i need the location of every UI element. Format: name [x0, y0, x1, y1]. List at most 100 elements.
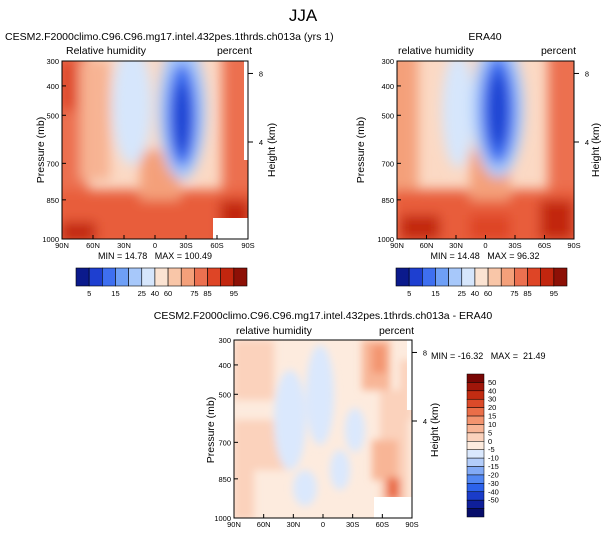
panel-model-colorbar-swatch: [180, 267, 195, 287]
panel-obs-ytick-label: 850: [381, 196, 394, 205]
panel-model-colorbar-swatch: [141, 267, 156, 287]
panel-diff-xtick-label: 90N: [227, 520, 241, 529]
panel-model-xtick-label: 60N: [86, 241, 100, 250]
panel-model-colorbar-swatch: [194, 267, 208, 287]
panel-obs-colorbar-swatch: [395, 267, 410, 287]
panel-model-colorbar-label: 60: [164, 289, 172, 298]
panel-diff-xtick-label: 0: [321, 520, 325, 529]
panel-diff-colorbar-swatch: [466, 466, 485, 476]
panel-obs-colorbar: 5 15 25 40 60 75 85 95: [395, 267, 568, 298]
panel-model: CESM2.F2000climo.C96.C96.mg17.intel.432p…: [5, 31, 334, 298]
panel-model-colorbar-label: 40: [151, 289, 159, 298]
page-title: JJA: [289, 6, 318, 25]
panel-diff-colorbar-swatch: [466, 457, 485, 467]
panel-diff-xtick-label: 30S: [346, 520, 359, 529]
panel-obs-colorbar-swatch: [461, 267, 476, 287]
panel-obs-ylabel: Pressure (mb): [355, 117, 367, 184]
panel-diff-xtick-label: 90S: [405, 520, 418, 529]
panel-diff-colorbar-swatch: [466, 474, 485, 484]
panel-model-y2label: Height (km): [266, 123, 278, 177]
panel-obs-colorbar-swatch: [500, 267, 515, 287]
panel-model-colorbar-label: 85: [203, 289, 211, 298]
panel-obs-colorbar-swatch: [474, 267, 489, 287]
panel-model-xtick-label: 0: [153, 241, 157, 250]
panel-model-colorbar-label: 75: [190, 289, 198, 298]
panel-model-ylabel: Pressure (mb): [35, 117, 47, 184]
panel-diff-colorbar-label: -30: [488, 479, 499, 488]
panel-diff-colorbar-label: 30: [488, 395, 496, 404]
panel-obs-xtick-label: 90N: [390, 241, 404, 250]
panel-model-colorbar-swatch: [154, 267, 169, 287]
panel-model-colorbar-label: 95: [230, 289, 238, 298]
panel-diff-colorbar-label: 5: [488, 428, 492, 437]
panel-diff-colorbar-swatch: [466, 390, 485, 400]
panel-obs-colorbar-swatch: [448, 267, 463, 287]
panel-model-colorbar: 5 15 25 40 60 75 85 95: [75, 267, 248, 298]
panel-diff-colorbar-swatch: [466, 491, 485, 501]
panel-diff-colorbar-swatch: [466, 373, 485, 383]
panel-diff-xtick-label: 60N: [257, 520, 271, 529]
panel-obs-colorbar-swatch: [553, 267, 568, 287]
panel-diff-colorbar-label: -5: [488, 445, 495, 454]
panel-model-colorbar-label: 15: [111, 289, 119, 298]
panel-diff-colorbar-swatch: [466, 432, 485, 442]
panel-model-colorbar-swatch: [115, 267, 129, 287]
panel-diff-colorbar-swatch: [466, 483, 485, 493]
panel-diff-colorbar-swatch: [466, 449, 485, 459]
panel-model-xtick-label: 60S: [210, 241, 223, 250]
panel-model-ytick-label: 300: [46, 57, 59, 66]
panel-diff-colorbar-swatch: [466, 407, 485, 417]
panel-obs-ytick-label: 1000: [377, 235, 394, 244]
panel-diff-colorbar-label: -20: [488, 470, 499, 479]
panel-diff-colorbar-swatch: [466, 441, 485, 450]
panel-model-colorbar-swatch: [220, 267, 235, 287]
panel-model-field: [62, 61, 248, 239]
panel-obs-colorbar-label: 60: [484, 289, 492, 298]
panel-diff-left-label: relative humidity: [236, 325, 313, 337]
panel-obs-xtick-label: 60N: [420, 241, 434, 250]
panel-diff-colorbar-label: -40: [488, 487, 499, 496]
panel-model-right-label: percent: [217, 45, 252, 57]
panel-model-colorbar-swatch: [75, 267, 90, 287]
panel-obs-colorbar-label: 85: [523, 289, 531, 298]
panel-diff-right-label: percent: [379, 325, 414, 337]
panel-obs-xtick-label: 30N: [449, 241, 463, 250]
panel-obs-colorbar-label: 5: [407, 289, 411, 298]
panel-diff-colorbar-swatch: [466, 508, 485, 518]
panel-obs-colorbar-label: 95: [550, 289, 558, 298]
panel-model-ytick-label: 700: [46, 159, 59, 168]
panel-obs-ytick-label: 500: [381, 111, 394, 120]
panel-diff-title: CESM2.F2000climo.C96.C96.mg17.intel.432p…: [154, 310, 493, 322]
panel-diff-xtick-label: 30N: [286, 520, 300, 529]
panel-obs-left-label: relative humidity: [398, 45, 475, 57]
panel-model-ytick-label: 1000: [42, 235, 59, 244]
panel-model-colorbar-swatch: [233, 267, 248, 287]
panel-obs-colorbar-label: 15: [431, 289, 439, 298]
panel-obs: ERA40 relative humidity percent 90N 60N 30…: [355, 31, 602, 298]
panel-obs-xtick-label: 60S: [538, 241, 551, 250]
panel-model-xtick-label: 30S: [179, 241, 192, 250]
panel-diff-colorbar-label: 15: [488, 412, 496, 421]
panel-model-ytick-label: 850: [46, 196, 59, 205]
panel-obs-colorbar-label: 25: [458, 289, 466, 298]
panel-model-ytick-label: 500: [46, 111, 59, 120]
panel-obs-ytick-label: 400: [381, 82, 394, 91]
panel-model-colorbar-swatch: [167, 267, 182, 287]
panel-diff-colorbar-swatch: [466, 382, 485, 392]
panel-obs-colorbar-label: 40: [471, 289, 479, 298]
panel-obs-colorbar-swatch: [487, 267, 502, 287]
panel-diff-colorbar-label: 0: [488, 437, 492, 446]
panel-diff-ytick-label: 700: [218, 438, 231, 447]
panel-obs-stats: MIN = 14.48 MAX = 96.32: [430, 251, 539, 261]
panel-model-colorbar-label: 5: [87, 289, 91, 298]
panel-diff-field: [234, 340, 412, 518]
panel-model-colorbar-label: 25: [138, 289, 146, 298]
panel-obs-colorbar-swatch: [435, 267, 449, 287]
panel-diff-colorbar-swatch: [466, 415, 485, 425]
panel-diff-colorbar-label: -50: [488, 496, 499, 505]
panel-obs-colorbar-label: 75: [510, 289, 518, 298]
panel-diff-colorbar-swatch: [466, 398, 485, 408]
panel-model-xtick-label: 90S: [241, 241, 254, 250]
panel-obs-y2tick-label: 8: [585, 69, 589, 78]
